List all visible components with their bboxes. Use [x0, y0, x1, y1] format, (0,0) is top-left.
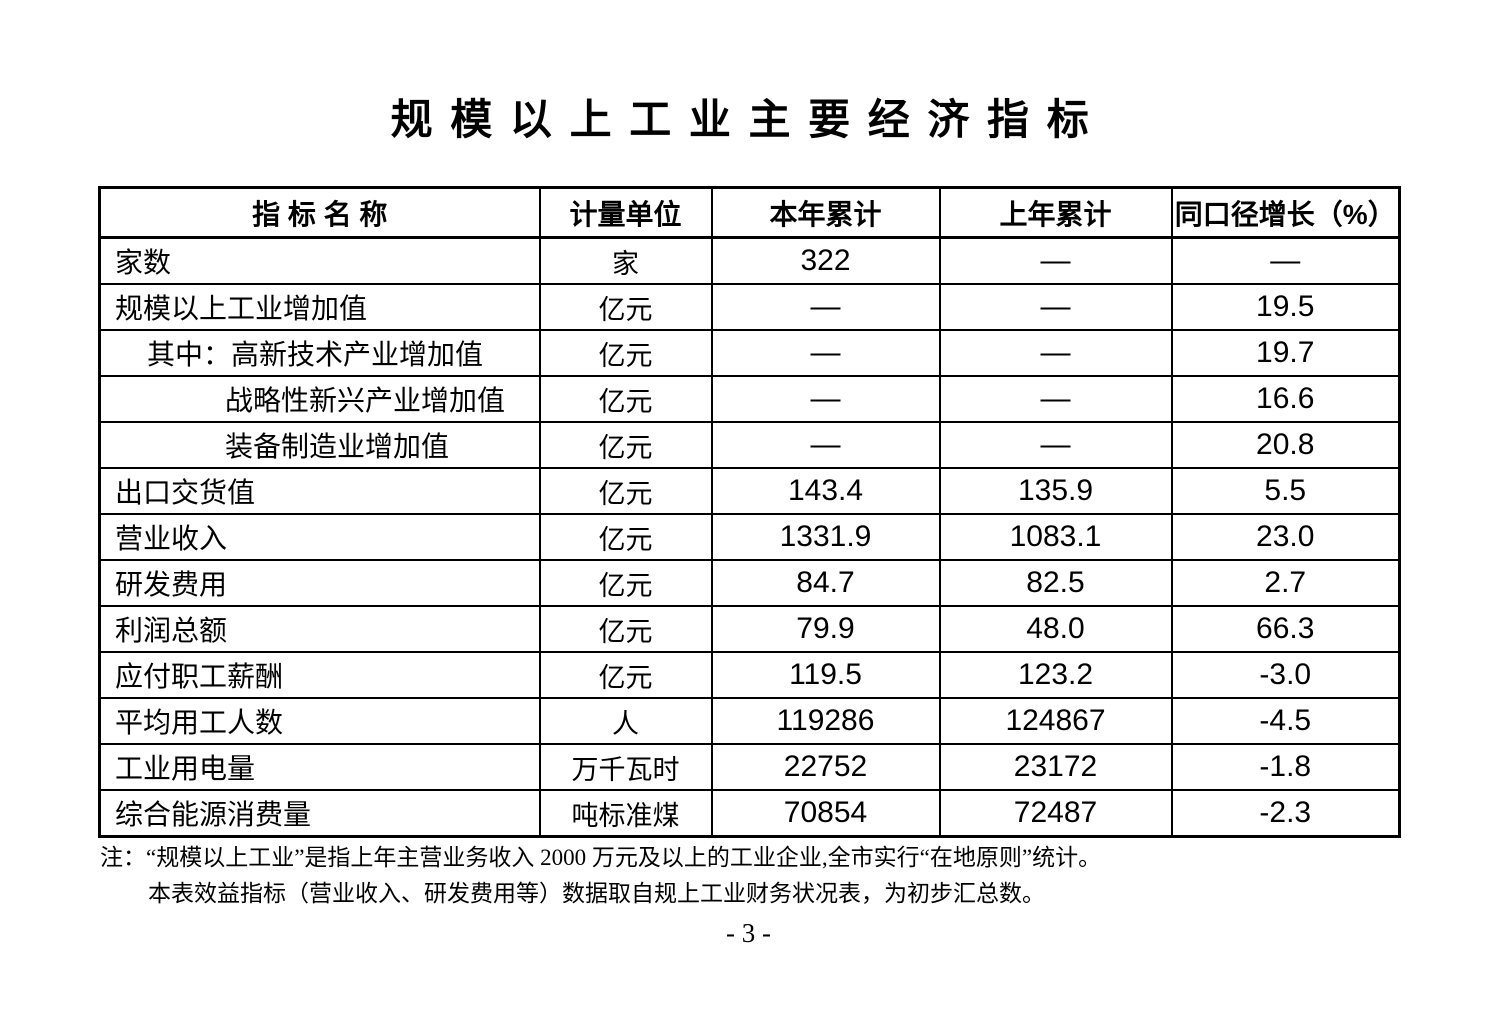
table-row: 应付职工薪酬 亿元 119.5 123.2 -3.0	[98, 651, 1401, 699]
table-row: 装备制造业增加值 亿元 — — 20.8	[98, 421, 1401, 469]
previous-year-cell: —	[938, 421, 1173, 469]
unit-cell: 万千瓦时	[538, 743, 713, 791]
table-row: 综合能源消费量 吨标准煤 70854 72487 -2.3	[98, 789, 1401, 838]
previous-year-cell: 123.2	[938, 651, 1173, 699]
table-row: 家数 家 322 — —	[98, 236, 1401, 285]
header-indicator-name: 指 标 名 称	[98, 186, 541, 239]
indicator-name-cell: 出口交货值	[98, 467, 541, 515]
growth-cell: -1.8	[1170, 743, 1401, 791]
previous-year-cell: 82.5	[938, 559, 1173, 607]
current-year-cell: 79.9	[710, 605, 941, 653]
table-row: 平均用工人数 人 119286 124867 -4.5	[98, 697, 1401, 745]
growth-cell: 20.8	[1170, 421, 1401, 469]
current-year-cell: 119.5	[710, 651, 941, 699]
current-year-cell: 143.4	[710, 467, 941, 515]
growth-cell: 5.5	[1170, 467, 1401, 515]
table-row: 出口交货值 亿元 143.4 135.9 5.5	[98, 467, 1401, 515]
footnote-line-1: 注：“规模以上工业”是指上年主营业务收入 2000 万元及以上的工业企业,全市实…	[100, 845, 1102, 870]
growth-cell: 19.5	[1170, 283, 1401, 331]
indicator-name-cell: 营业收入	[98, 513, 541, 561]
table-row: 战略性新兴产业增加值 亿元 — — 16.6	[98, 375, 1401, 423]
growth-cell: —	[1170, 236, 1401, 285]
growth-cell: -4.5	[1170, 697, 1401, 745]
previous-year-cell: 23172	[938, 743, 1173, 791]
growth-cell: -3.0	[1170, 651, 1401, 699]
table-row: 营业收入 亿元 1331.9 1083.1 23.0	[98, 513, 1401, 561]
header-unit: 计量单位	[538, 186, 713, 239]
growth-cell: -2.3	[1170, 789, 1401, 838]
table-row: 利润总额 亿元 79.9 48.0 66.3	[98, 605, 1401, 653]
unit-cell: 亿元	[538, 559, 713, 607]
indicators-table: 指 标 名 称 计量单位 本年累计 上年累计 同口径增长（%） 家数 家 322…	[98, 186, 1401, 838]
footnote-line-2: 本表效益指标（营业收入、研发费用等）数据取自规上工业财务状况表，为初步汇总数。	[148, 881, 1045, 906]
indicator-name-cell: 其中：高新技术产业增加值	[98, 329, 541, 377]
page-number: - 3 -	[726, 918, 771, 948]
header-previous-year: 上年累计	[938, 186, 1173, 239]
unit-cell: 亿元	[538, 467, 713, 515]
unit-cell: 亿元	[538, 605, 713, 653]
table-row: 工业用电量 万千瓦时 22752 23172 -1.8	[98, 743, 1401, 791]
table-row: 研发费用 亿元 84.7 82.5 2.7	[98, 559, 1401, 607]
previous-year-cell: 124867	[938, 697, 1173, 745]
current-year-cell: —	[710, 283, 941, 331]
current-year-cell: —	[710, 421, 941, 469]
current-year-cell: 1331.9	[710, 513, 941, 561]
current-year-cell: 22752	[710, 743, 941, 791]
current-year-cell: —	[710, 329, 941, 377]
current-year-cell: 70854	[710, 789, 941, 838]
indicator-name-cell: 平均用工人数	[98, 697, 541, 745]
growth-cell: 66.3	[1170, 605, 1401, 653]
unit-cell: 亿元	[538, 421, 713, 469]
current-year-cell: —	[710, 375, 941, 423]
previous-year-cell: 72487	[938, 789, 1173, 838]
current-year-cell: 84.7	[710, 559, 941, 607]
growth-cell: 2.7	[1170, 559, 1401, 607]
unit-cell: 亿元	[538, 329, 713, 377]
footnote: 注：“规模以上工业”是指上年主营业务收入 2000 万元及以上的工业企业,全市实…	[100, 840, 1250, 912]
unit-cell: 亿元	[538, 283, 713, 331]
previous-year-cell: 1083.1	[938, 513, 1173, 561]
previous-year-cell: —	[938, 375, 1173, 423]
indicator-name-cell: 装备制造业增加值	[98, 421, 541, 469]
indicator-name-cell: 家数	[98, 236, 541, 285]
unit-cell: 人	[538, 697, 713, 745]
unit-cell: 亿元	[538, 651, 713, 699]
indicator-name-cell: 利润总额	[98, 605, 541, 653]
indicator-name-cell: 战略性新兴产业增加值	[98, 375, 541, 423]
unit-cell: 亿元	[538, 375, 713, 423]
header-current-year: 本年累计	[710, 186, 941, 239]
previous-year-cell: 135.9	[938, 467, 1173, 515]
previous-year-cell: —	[938, 283, 1173, 331]
growth-cell: 16.6	[1170, 375, 1401, 423]
table-row: 规模以上工业增加值 亿元 — — 19.5	[98, 283, 1401, 331]
unit-cell: 家	[538, 236, 713, 285]
indicator-name-cell: 规模以上工业增加值	[98, 283, 541, 331]
previous-year-cell: 48.0	[938, 605, 1173, 653]
current-year-cell: 119286	[710, 697, 941, 745]
previous-year-cell: —	[938, 236, 1173, 285]
indicator-name-cell: 综合能源消费量	[98, 789, 541, 838]
indicator-name-cell: 研发费用	[98, 559, 541, 607]
unit-cell: 吨标准煤	[538, 789, 713, 838]
page-title: 规模以上工业主要经济指标	[390, 96, 1107, 143]
unit-cell: 亿元	[538, 513, 713, 561]
previous-year-cell: —	[938, 329, 1173, 377]
growth-cell: 23.0	[1170, 513, 1401, 561]
growth-cell: 19.7	[1170, 329, 1401, 377]
indicator-name-cell: 工业用电量	[98, 743, 541, 791]
header-growth: 同口径增长（%）	[1170, 186, 1401, 239]
table-header-row: 指 标 名 称 计量单位 本年累计 上年累计 同口径增长（%）	[98, 186, 1401, 239]
current-year-cell: 322	[710, 236, 941, 285]
indicator-name-cell: 应付职工薪酬	[98, 651, 541, 699]
table-row: 其中：高新技术产业增加值 亿元 — — 19.7	[98, 329, 1401, 377]
